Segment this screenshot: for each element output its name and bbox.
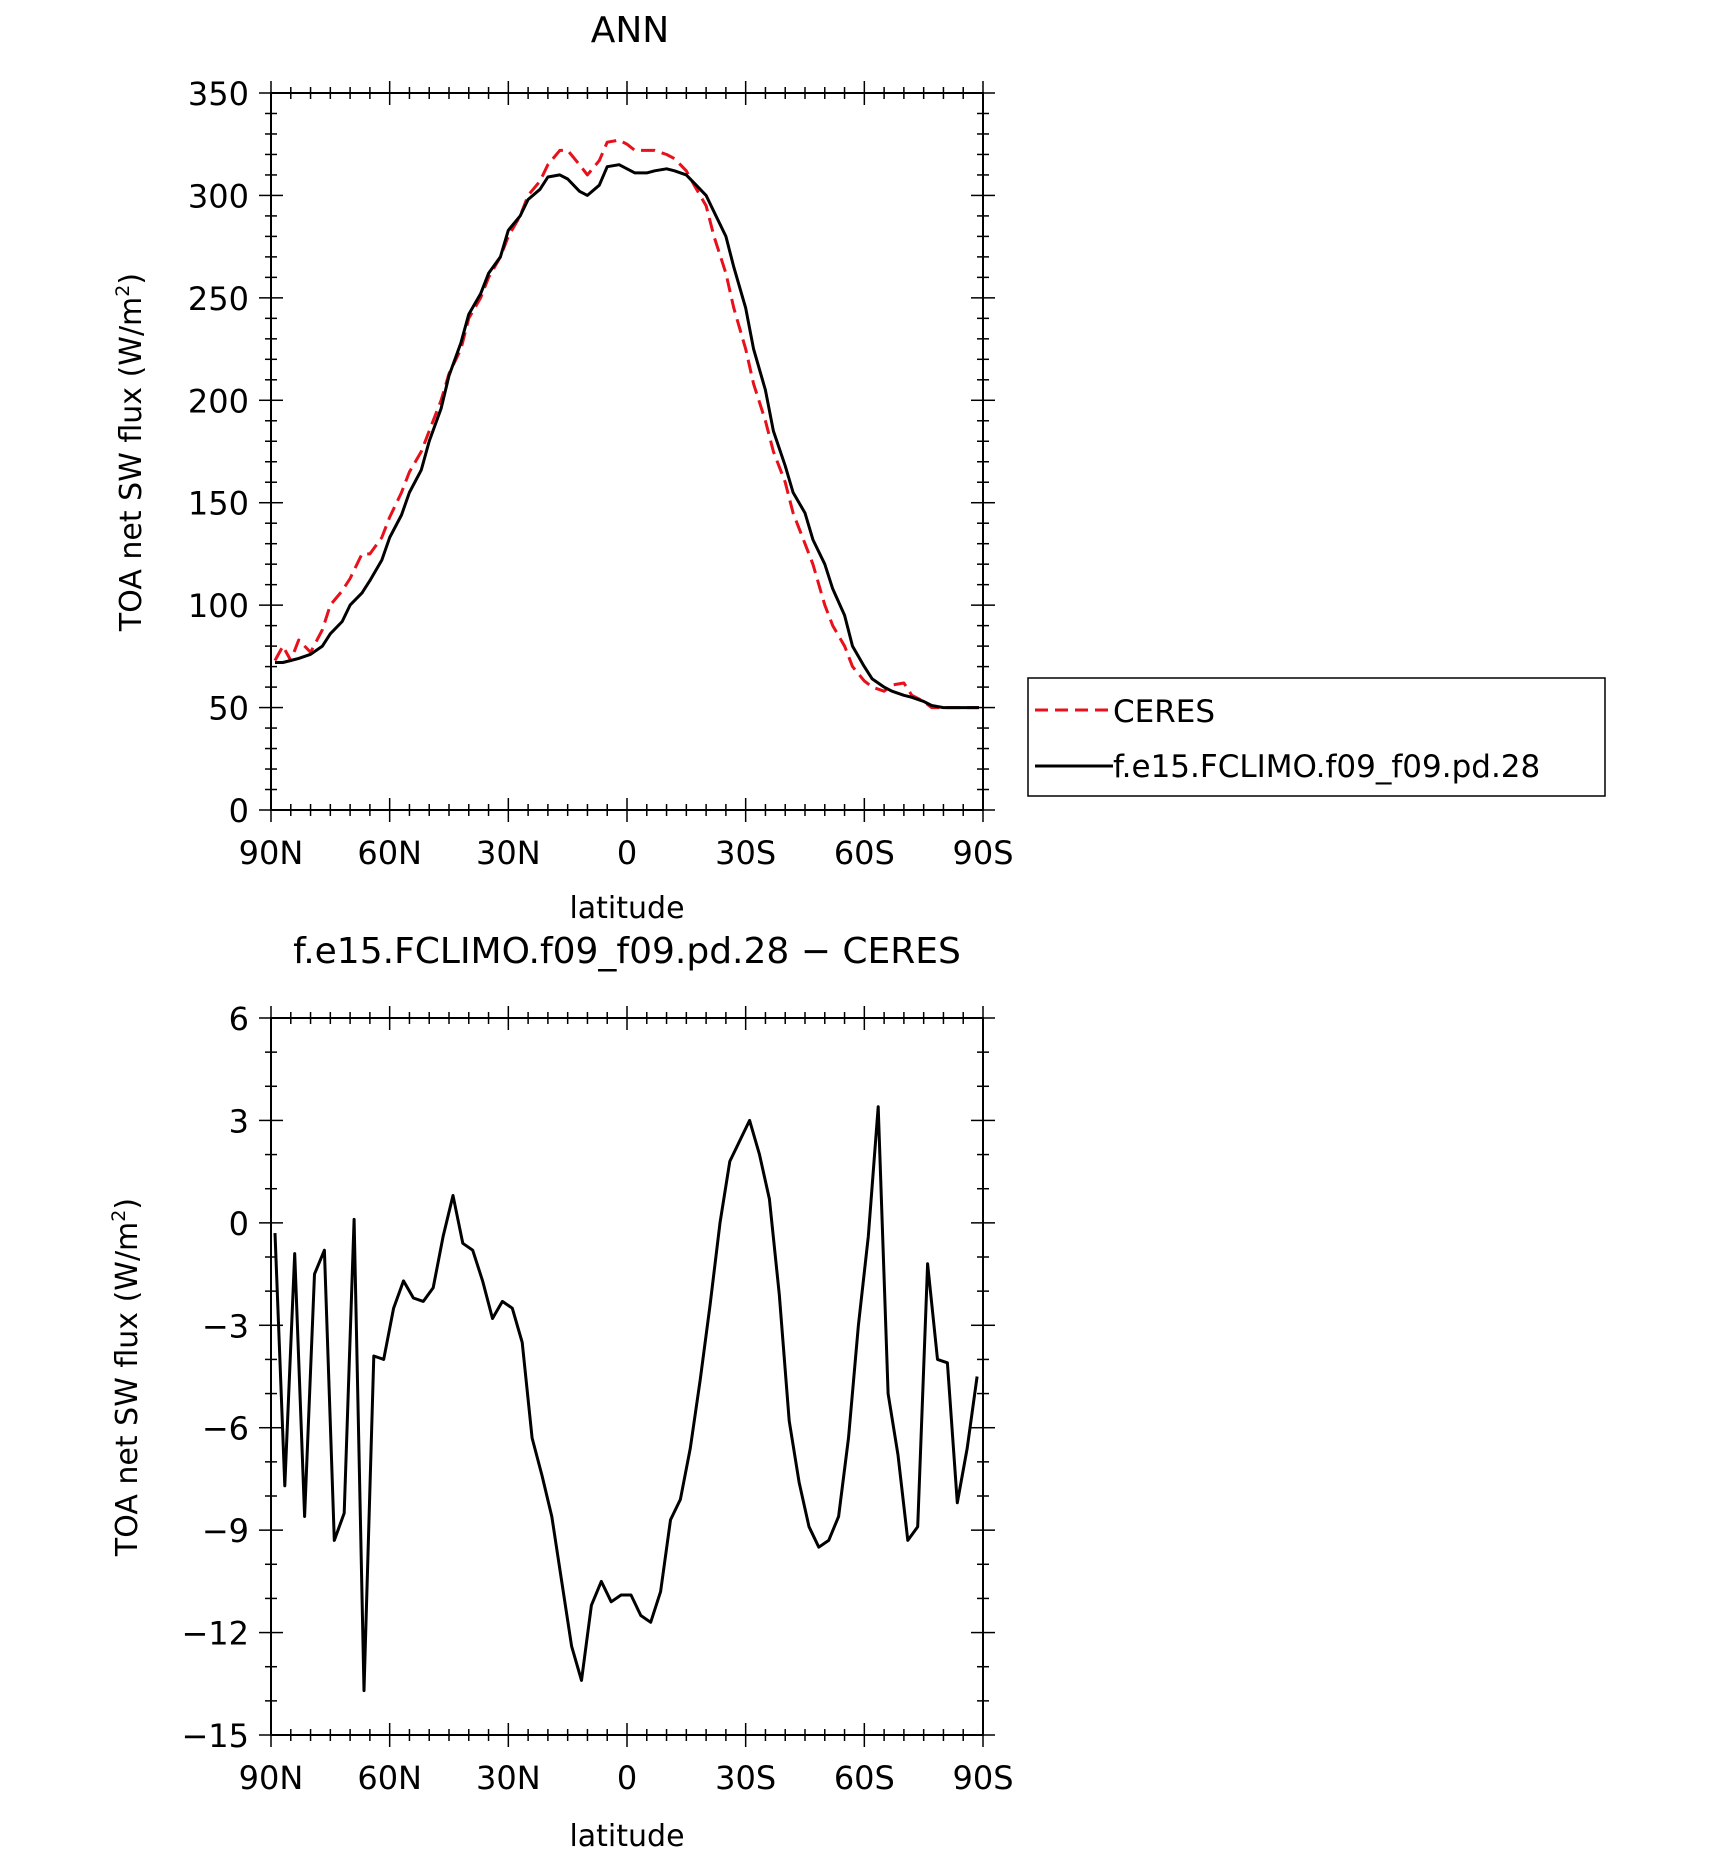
top-series (273, 138, 979, 710)
bottom-series (273, 1105, 979, 1693)
bottom-y-axis-label-main: TOA net SW flux (W/m (110, 1222, 145, 1557)
bottom-x-tick-labels: 90N 60N 30N 0 30S 60S 90S (239, 1759, 1014, 1797)
bottom-panel: f.e15.FCLIMO.f09_f09.pd.28 − CERES 90N 60… (108, 931, 1014, 1854)
top-title: ANN (591, 10, 670, 51)
x-tick-label: 60S (834, 1759, 895, 1797)
top-series-line-1 (275, 163, 979, 710)
top-x-tick-labels: 90N 60N 30N 0 30S 60S 90S (239, 834, 1014, 872)
top-y-axis-label-main: TOA net SW flux (W/m (114, 297, 149, 632)
x-tick-label: 0 (617, 1759, 637, 1797)
legend-box (1027, 677, 1606, 797)
x-tick-label: 30S (715, 834, 776, 872)
y-tick-label: 100 (188, 587, 249, 625)
y-tick-label: 300 (188, 177, 249, 215)
x-tick-label: 60S (834, 834, 895, 872)
y-tick-label: 6 (229, 1000, 249, 1038)
y-tick-label: 250 (188, 280, 249, 318)
y-tick-label: −9 (202, 1512, 249, 1550)
y-tick-label: −3 (202, 1307, 249, 1345)
x-tick-label: 90N (239, 834, 304, 872)
x-tick-label: 90S (952, 1759, 1013, 1797)
y-tick-label: 350 (188, 75, 249, 113)
x-tick-label: 60N (357, 1759, 422, 1797)
y-tick-label: 200 (188, 382, 249, 420)
top-y-tick-labels: 0 50 100 150 200 250 300 350 (188, 75, 249, 830)
bottom-ticks (259, 1006, 995, 1747)
y-tick-label: 0 (229, 792, 249, 830)
top-plot-frame (270, 92, 984, 811)
y-tick-label: 3 (229, 1102, 249, 1140)
y-tick-label: 0 (229, 1205, 249, 1243)
x-tick-label: 30S (715, 1759, 776, 1797)
bottom-y-axis-label-sup: 2 (108, 1210, 130, 1222)
x-tick-label: 30N (476, 1759, 541, 1797)
x-tick-label: 60N (357, 834, 422, 872)
top-ticks (259, 81, 995, 822)
top-y-axis-label-close: ) (114, 273, 149, 285)
top-y-axis-label-sup: 2 (112, 285, 134, 297)
x-tick-label: 90S (952, 834, 1013, 872)
y-tick-label: 150 (188, 485, 249, 523)
bottom-y-axis-label-close: ) (110, 1198, 145, 1210)
top-series-line-0 (273, 138, 979, 710)
bottom-plot-frame (270, 1017, 984, 1736)
top-x-axis-label: latitude (569, 891, 684, 926)
legend: CERES f.e15.FCLIMO.f09_f09.pd.28 (1027, 677, 1606, 797)
bottom-y-axis-label: TOA net SW flux (W/m2) (108, 1198, 145, 1557)
y-tick-label: 50 (208, 690, 249, 728)
x-tick-label: 30N (476, 834, 541, 872)
top-y-axis-label: TOA net SW flux (W/m2) (112, 273, 149, 632)
x-tick-label: 90N (239, 1759, 304, 1797)
x-tick-label: 0 (617, 834, 637, 872)
y-tick-label: −6 (202, 1410, 249, 1448)
bottom-x-axis-label: latitude (569, 1819, 684, 1850)
bottom-y-tick-labels: −15 −12 −9 −6 −3 0 3 6 (181, 1000, 249, 1755)
legend-label-model: f.e15.FCLIMO.f09_f09.pd.28 (1113, 749, 1540, 785)
top-panel: ANN 90N 60N 30N 0 30S 60S 90S 0 50 100 150 200 250 3… (112, 10, 1606, 926)
bottom-title: f.e15.FCLIMO.f09_f09.pd.28 − CERES (293, 931, 961, 972)
y-tick-label: −15 (181, 1717, 249, 1755)
y-tick-label: −12 (181, 1615, 249, 1653)
legend-label-ceres: CERES (1113, 694, 1215, 730)
bot-series-line-0 (273, 1105, 979, 1693)
